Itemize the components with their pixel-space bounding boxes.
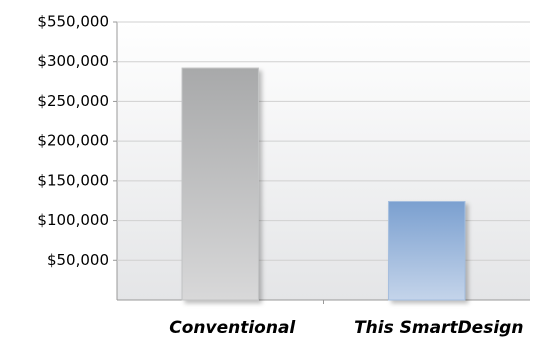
y-tick-label: $550,000 bbox=[37, 13, 109, 31]
x-tick-label: This SmartDesign bbox=[354, 318, 523, 338]
y-tick-label: $250,000 bbox=[37, 92, 109, 110]
y-tick-label: $150,000 bbox=[37, 171, 109, 189]
y-tick-label: $100,000 bbox=[37, 211, 109, 229]
bar bbox=[388, 201, 466, 301]
plot-area bbox=[117, 22, 530, 300]
y-tick-label: $50,000 bbox=[47, 251, 109, 269]
bar bbox=[181, 67, 259, 301]
x-tick-label: Conventional bbox=[169, 318, 296, 338]
y-tick-label: $300,000 bbox=[37, 52, 109, 70]
y-tick-label: $200,000 bbox=[37, 132, 109, 150]
